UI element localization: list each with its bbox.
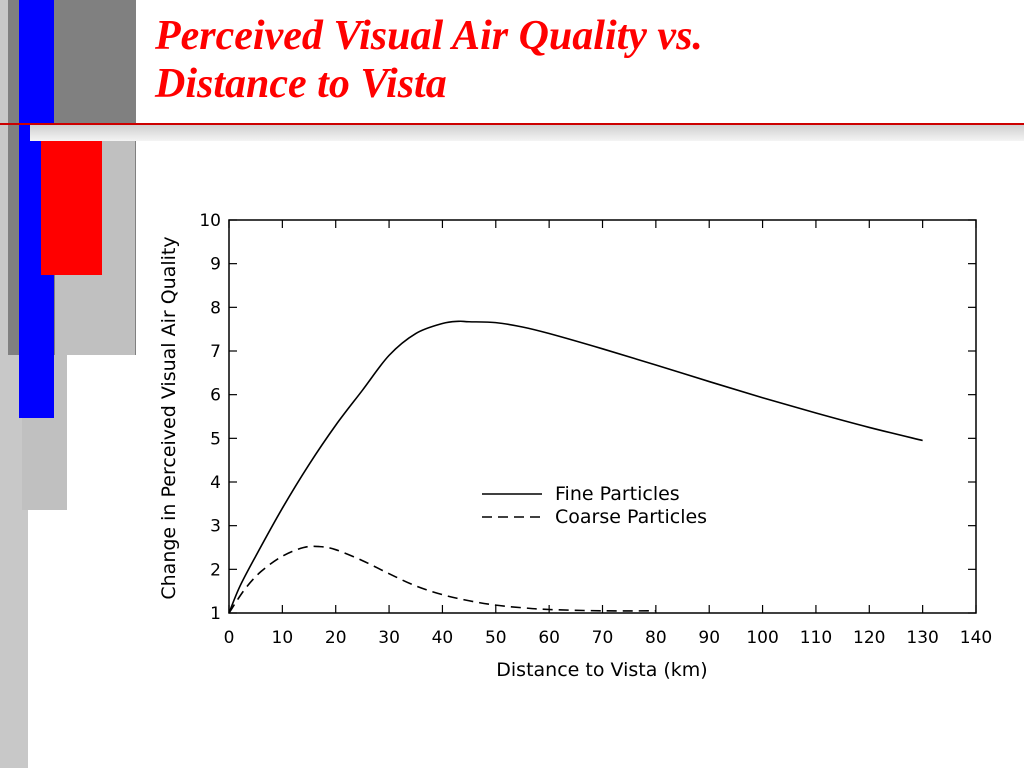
series-lines xyxy=(228,320,923,614)
rule-shadow-bar xyxy=(30,125,1024,141)
x-tick-label: 30 xyxy=(378,628,400,648)
rule-line xyxy=(0,123,1024,125)
title-background xyxy=(136,0,1024,123)
y-tick-label: 3 xyxy=(210,517,221,537)
slide-title-line-2: Distance to Vista xyxy=(155,61,447,107)
slide-title-line-1: Perceived Visual Air Quality vs. xyxy=(155,13,703,59)
x-tick-label: 10 xyxy=(272,628,294,648)
legend-label-coarse: Coarse Particles xyxy=(555,506,707,528)
slide-title: Perceived Visual Air Quality vs. Distanc… xyxy=(155,12,1015,108)
y-tick-label: 9 xyxy=(210,255,221,275)
x-tick-label: 20 xyxy=(325,628,347,648)
x-tick-label: 50 xyxy=(485,628,507,648)
x-tick-label: 0 xyxy=(224,628,235,648)
x-tick-label: 100 xyxy=(746,628,778,648)
x-axis-label: Distance to Vista (km) xyxy=(496,659,707,681)
y-tick-label: 2 xyxy=(210,560,221,580)
series-line-fine-particles xyxy=(228,320,923,614)
series-line-coarse-particles xyxy=(228,545,656,614)
y-tick-label: 10 xyxy=(199,211,221,231)
y-axis-label: Change in Perceived Visual Air Quality xyxy=(158,236,180,599)
chart-white-panel xyxy=(140,180,1010,700)
red-block xyxy=(41,140,102,275)
y-tick-label: 8 xyxy=(210,298,221,318)
x-tick-label: 110 xyxy=(800,628,832,648)
x-tick-label: 140 xyxy=(960,628,992,648)
y-tick-label: 1 xyxy=(210,604,221,624)
tick-labels: 0 10 20 30 40 50 60 70 80 90 100 110 120 130 140 1 2 3 4 5 6… xyxy=(199,211,992,648)
x-tick-label: 70 xyxy=(592,628,614,648)
x-tick-label: 40 xyxy=(432,628,454,648)
x-tick-label: 130 xyxy=(906,628,938,648)
y-tick-label: 6 xyxy=(210,386,221,406)
x-tick-label: 80 xyxy=(645,628,667,648)
x-tick-label: 60 xyxy=(538,628,560,648)
y-tick-label: 4 xyxy=(210,473,221,493)
y-tick-label: 5 xyxy=(210,429,221,449)
x-tick-label: 90 xyxy=(698,628,720,648)
y-tick-label: 7 xyxy=(210,342,221,362)
x-tick-label: 120 xyxy=(853,628,885,648)
legend-label-fine: Fine Particles xyxy=(555,483,680,505)
legend: Fine Particles Coarse Particles xyxy=(482,483,707,528)
